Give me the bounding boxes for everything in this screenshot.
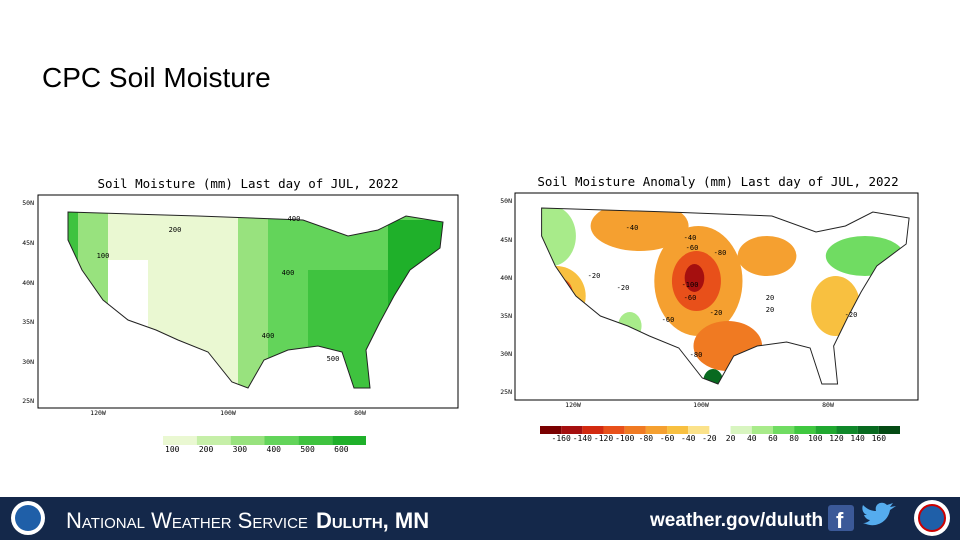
legend-swatch bbox=[645, 426, 668, 434]
legend-swatch bbox=[332, 436, 366, 445]
contour-label: 400 bbox=[288, 215, 301, 223]
legend-swatch bbox=[582, 426, 604, 434]
lon-label: 80W bbox=[822, 401, 834, 409]
contour-label: -60 bbox=[684, 294, 697, 302]
contour-label: 400 bbox=[262, 332, 275, 340]
legend-label: 20 bbox=[726, 434, 736, 443]
legend-swatch bbox=[603, 426, 625, 434]
contour-label: 100 bbox=[97, 252, 110, 260]
contour-label: -20 bbox=[710, 309, 723, 317]
legend-swatch bbox=[264, 436, 299, 445]
contour-label: -40 bbox=[626, 224, 639, 232]
facebook-icon[interactable] bbox=[828, 505, 854, 531]
legend-label: 100 bbox=[165, 445, 180, 454]
lon-label: 120W bbox=[565, 401, 581, 409]
legend-label: 40 bbox=[747, 434, 757, 443]
contour-label: 400 bbox=[282, 269, 295, 277]
lat-label: 45N bbox=[22, 239, 34, 247]
contour-label: -80 bbox=[714, 249, 727, 257]
lat-label: 35N bbox=[500, 312, 512, 320]
legend-label: 200 bbox=[199, 445, 214, 454]
facebook-f: f bbox=[836, 508, 844, 533]
lat-label: 30N bbox=[22, 358, 34, 366]
footer-agency: National Weather Service Duluth, MN bbox=[66, 508, 429, 533]
lat-label: 35N bbox=[22, 318, 34, 326]
contour-label: -60 bbox=[686, 244, 699, 252]
contour-label: -40 bbox=[684, 234, 697, 242]
legend-swatch bbox=[772, 426, 795, 434]
agency-name: National Weather Service bbox=[66, 508, 308, 533]
legend-swatch bbox=[709, 426, 731, 434]
contour-label: -80 bbox=[690, 351, 703, 359]
lat-label: 50N bbox=[500, 197, 512, 205]
legend-swatch bbox=[688, 426, 710, 434]
legend-label: -60 bbox=[660, 434, 675, 443]
legend-swatch bbox=[196, 436, 231, 445]
lat-label: 25N bbox=[500, 388, 512, 396]
contour-label: 200 bbox=[169, 226, 182, 234]
map-title: Soil Moisture (mm) Last day of JUL, 2022 bbox=[97, 176, 398, 191]
lon-label: 100W bbox=[693, 401, 709, 409]
contour-label: 20 bbox=[766, 294, 774, 302]
legend-swatch bbox=[163, 436, 197, 445]
twitter-icon[interactable] bbox=[862, 502, 896, 526]
legend-swatch bbox=[751, 426, 773, 434]
legend-label: 60 bbox=[768, 434, 778, 443]
lat-label: 30N bbox=[500, 350, 512, 358]
legend-label: -40 bbox=[681, 434, 696, 443]
legend-swatch bbox=[730, 426, 752, 434]
footer-url[interactable]: weather.gov/duluth bbox=[649, 510, 823, 531]
map-title: Soil Moisture Anomaly (mm) Last day of J… bbox=[537, 174, 898, 189]
lat-label: 40N bbox=[22, 279, 34, 287]
legend-label: 600 bbox=[334, 445, 349, 454]
nws-logo-inner bbox=[918, 504, 946, 532]
office-name: Duluth, MN bbox=[316, 508, 429, 533]
legend-label: -120 bbox=[594, 434, 613, 443]
lon-label: 120W bbox=[90, 409, 106, 417]
legend-swatch bbox=[561, 426, 583, 434]
lon-label: 80W bbox=[354, 409, 366, 417]
legend-swatch bbox=[230, 436, 265, 445]
legend-label: 160 bbox=[872, 434, 887, 443]
noaa-logo-inner bbox=[15, 505, 41, 531]
legend-swatch bbox=[624, 426, 646, 434]
lat-label: 50N bbox=[22, 199, 34, 207]
legend-swatch bbox=[667, 426, 689, 434]
contour-label: -20 bbox=[588, 272, 601, 280]
legend-label: -100 bbox=[615, 434, 634, 443]
lat-label: 25N bbox=[22, 397, 34, 405]
legend-swatch bbox=[878, 426, 900, 434]
legend-label: -20 bbox=[702, 434, 717, 443]
legend-label: -160 bbox=[552, 434, 571, 443]
contour-label: 20 bbox=[766, 306, 774, 314]
legend-swatch bbox=[298, 436, 333, 445]
legend-swatch bbox=[836, 426, 858, 434]
legend-label: -140 bbox=[573, 434, 592, 443]
legend-swatch bbox=[857, 426, 879, 434]
lat-label: 40N bbox=[500, 274, 512, 282]
legend-label: 140 bbox=[850, 434, 865, 443]
legend-label: 120 bbox=[829, 434, 844, 443]
lon-label: 100W bbox=[220, 409, 236, 417]
legend-label: 300 bbox=[233, 445, 248, 454]
contour-label: -20 bbox=[617, 284, 630, 292]
legend-label: 400 bbox=[267, 445, 282, 454]
legend-label: -80 bbox=[639, 434, 654, 443]
contour-label: -60 bbox=[662, 316, 675, 324]
contour-label: -20 bbox=[845, 311, 858, 319]
legend-label: 100 bbox=[808, 434, 823, 443]
legend-swatch bbox=[794, 426, 816, 434]
legend-swatch bbox=[540, 426, 562, 434]
slide-title: CPC Soil Moisture bbox=[42, 62, 271, 93]
legend-swatch bbox=[815, 426, 837, 434]
legend-label: 500 bbox=[300, 445, 315, 454]
contour-label: -100 bbox=[682, 281, 699, 289]
footer-bar bbox=[0, 497, 960, 540]
contour-label: 500 bbox=[327, 355, 340, 363]
legend-label: 80 bbox=[789, 434, 799, 443]
lat-label: 45N bbox=[500, 236, 512, 244]
